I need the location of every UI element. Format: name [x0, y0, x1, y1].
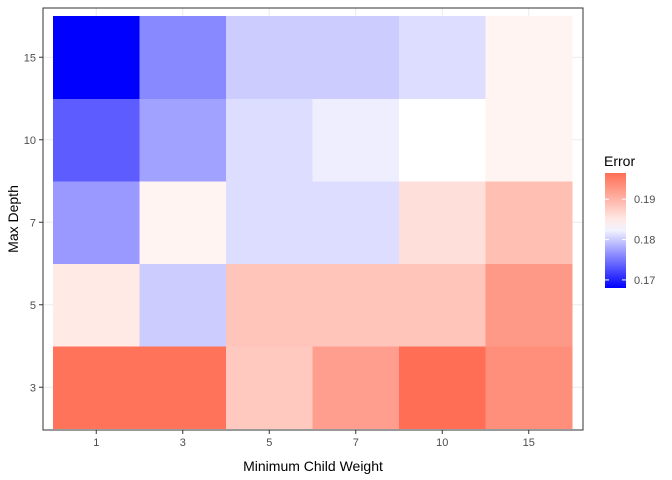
panel-border	[42, 7, 584, 431]
legend-tick-label: 0.17	[634, 275, 655, 287]
heatmap-cell	[399, 346, 486, 429]
y-axis-title: Max Depth	[5, 185, 21, 253]
y-tick-label: 15	[24, 52, 36, 64]
heatmap-cell	[53, 181, 140, 264]
heatmap-cell	[312, 181, 400, 264]
heatmap-cell	[485, 181, 573, 264]
legend-title: Error	[604, 153, 635, 169]
heatmap-cell	[485, 346, 573, 429]
legend-tick-label: 0.18	[634, 235, 655, 247]
x-tick-label: 3	[180, 437, 186, 449]
x-tick-label: 10	[436, 437, 448, 449]
heatmap-cell	[53, 16, 140, 99]
heatmap-cell	[53, 346, 140, 429]
heatmap-cell	[399, 98, 486, 182]
heatmap-cell	[139, 16, 227, 99]
x-tick-label: 5	[266, 437, 272, 449]
x-tick-label: 1	[93, 437, 99, 449]
legend-colorbar	[605, 173, 626, 288]
heatmap-cell	[226, 98, 313, 182]
color-legend: Error 0.17 0.18 0.19	[604, 153, 655, 288]
x-axis: 1 3 5 7 10 15	[93, 430, 535, 449]
heatmap-cell	[485, 263, 573, 347]
heatmap-cell	[312, 16, 400, 99]
heatmap-cell	[485, 16, 573, 99]
x-tick-label: 7	[353, 437, 359, 449]
y-tick-label: 3	[30, 382, 36, 394]
heatmap-cell	[399, 16, 486, 99]
y-tick-label: 7	[30, 217, 36, 229]
heatmap-cell	[139, 98, 227, 182]
heatmap-cell	[53, 263, 140, 347]
heatmap-cell	[139, 346, 227, 429]
heatmap-cell	[312, 98, 400, 182]
x-tick-label: 15	[523, 437, 535, 449]
y-tick-label: 10	[24, 135, 36, 147]
heatmap-cell	[312, 263, 400, 347]
legend-ticks: 0.17 0.18 0.19	[605, 194, 655, 287]
heatmap-cell	[226, 263, 313, 347]
x-axis-title: Minimum Child Weight	[243, 458, 383, 474]
heatmap-cell	[399, 263, 486, 347]
heatmap-cell	[139, 181, 227, 264]
heatmap-cell	[53, 98, 140, 182]
heatmap-cell	[312, 346, 400, 429]
legend-tick-label: 0.19	[634, 194, 655, 206]
heatmap-cell	[226, 346, 313, 429]
heatmap-cells	[53, 16, 573, 429]
y-axis: 3 5 7 10 15	[24, 52, 43, 394]
heatmap-cell	[485, 98, 573, 182]
heatmap-cell	[226, 181, 313, 264]
y-tick-label: 5	[30, 300, 36, 312]
heatmap-cell	[226, 16, 313, 99]
heatmap-cell	[139, 263, 227, 347]
heatmap-cell	[399, 181, 486, 264]
